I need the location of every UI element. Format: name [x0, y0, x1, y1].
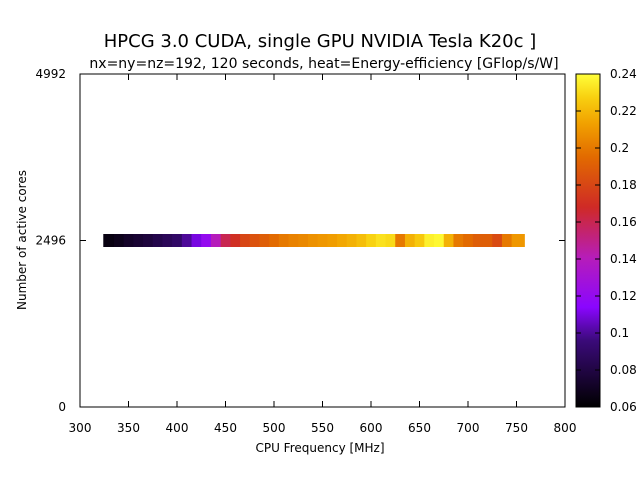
heatmap-cells — [103, 234, 525, 247]
heat-cell — [278, 234, 290, 247]
heat-cell — [501, 234, 513, 247]
heat-cell — [259, 234, 270, 247]
y-axis-label: Number of active cores — [15, 170, 29, 310]
colorbar-ticks: 0.06 0.08 0.1 0.12 0.14 0.16 0.18 0.2 0.22 0.24 — [576, 67, 637, 414]
colorbar-tick-label: 0.18 — [610, 178, 637, 192]
x-tick-label: 650 — [408, 421, 431, 435]
heat-cell — [424, 234, 435, 247]
x-tick-label: 500 — [263, 421, 286, 435]
heat-cell — [240, 234, 251, 247]
colorbar-tick-label: 0.1 — [610, 326, 629, 340]
heat-cell — [307, 234, 319, 247]
heat-cell — [249, 234, 261, 247]
heat-cell — [395, 234, 406, 247]
heat-cell — [414, 234, 425, 247]
heat-cell — [133, 234, 144, 247]
heat-cell — [152, 234, 164, 247]
heat-cell — [337, 234, 348, 247]
colorbar-tick-label: 0.12 — [610, 289, 637, 303]
y-axis-ticks: 0 2496 4992 — [35, 67, 565, 414]
x-axis-label: CPU Frequency [MHz] — [255, 441, 384, 455]
colorbar-tick-label: 0.2 — [610, 141, 629, 155]
heat-cell — [288, 234, 299, 247]
heat-cell — [103, 234, 115, 247]
heat-cell — [434, 234, 445, 247]
heat-cell — [123, 234, 134, 247]
heat-cell — [191, 234, 202, 247]
x-tick-label: 700 — [457, 421, 480, 435]
x-tick-label: 550 — [311, 421, 334, 435]
heat-cell — [327, 234, 338, 247]
heat-cell — [298, 234, 309, 247]
heat-cell — [511, 234, 525, 247]
heat-cell — [385, 234, 396, 247]
heat-cell — [482, 234, 493, 247]
colorbar-tick-label: 0.16 — [610, 215, 637, 229]
heat-cell — [230, 234, 241, 247]
heat-cell — [181, 234, 193, 247]
y-tick-label: 0 — [58, 400, 66, 414]
chart-title: HPCG 3.0 CUDA, single GPU NVIDIA Tesla K… — [104, 31, 537, 52]
heat-cell — [143, 234, 154, 247]
heat-cell — [463, 234, 474, 247]
colorbar — [575, 73, 601, 408]
x-tick-label: 400 — [166, 421, 189, 435]
heat-cell — [366, 234, 377, 247]
heat-cell — [201, 234, 212, 247]
heat-cell — [472, 234, 484, 247]
heat-cell — [269, 234, 280, 247]
x-tick-label: 750 — [505, 421, 528, 435]
x-axis-ticks: 300 350 400 450 500 550 600 650 700 750 800 — [69, 74, 577, 435]
colorbar-tick-label: 0.08 — [610, 363, 637, 377]
heat-cell — [375, 234, 387, 247]
colorbar-tick-label: 0.24 — [610, 67, 637, 81]
heat-cell — [453, 234, 464, 247]
heat-cell — [113, 234, 125, 247]
colorbar-tick-label: 0.14 — [610, 252, 637, 266]
x-tick-label: 450 — [214, 421, 237, 435]
heat-cell — [346, 234, 358, 247]
heat-cell — [356, 234, 367, 247]
y-tick-label: 2496 — [35, 234, 66, 248]
heat-cell — [172, 234, 183, 247]
heat-cell — [317, 234, 328, 247]
x-tick-label: 350 — [117, 421, 140, 435]
chart-subtitle: nx=ny=nz=192, 120 seconds, heat=Energy-e… — [89, 56, 558, 72]
heat-cell — [162, 234, 173, 247]
heat-cell — [220, 234, 231, 247]
heat-cell — [492, 234, 503, 247]
colorbar-tick-label: 0.22 — [610, 104, 637, 118]
heat-cell — [210, 234, 222, 247]
x-tick-label: 300 — [69, 421, 92, 435]
heat-cell — [404, 234, 416, 247]
y-tick-label: 4992 — [35, 67, 66, 81]
colorbar-tick-label: 0.06 — [610, 400, 637, 414]
x-tick-label: 800 — [554, 421, 577, 435]
heat-cell — [443, 234, 455, 247]
x-tick-label: 600 — [360, 421, 383, 435]
